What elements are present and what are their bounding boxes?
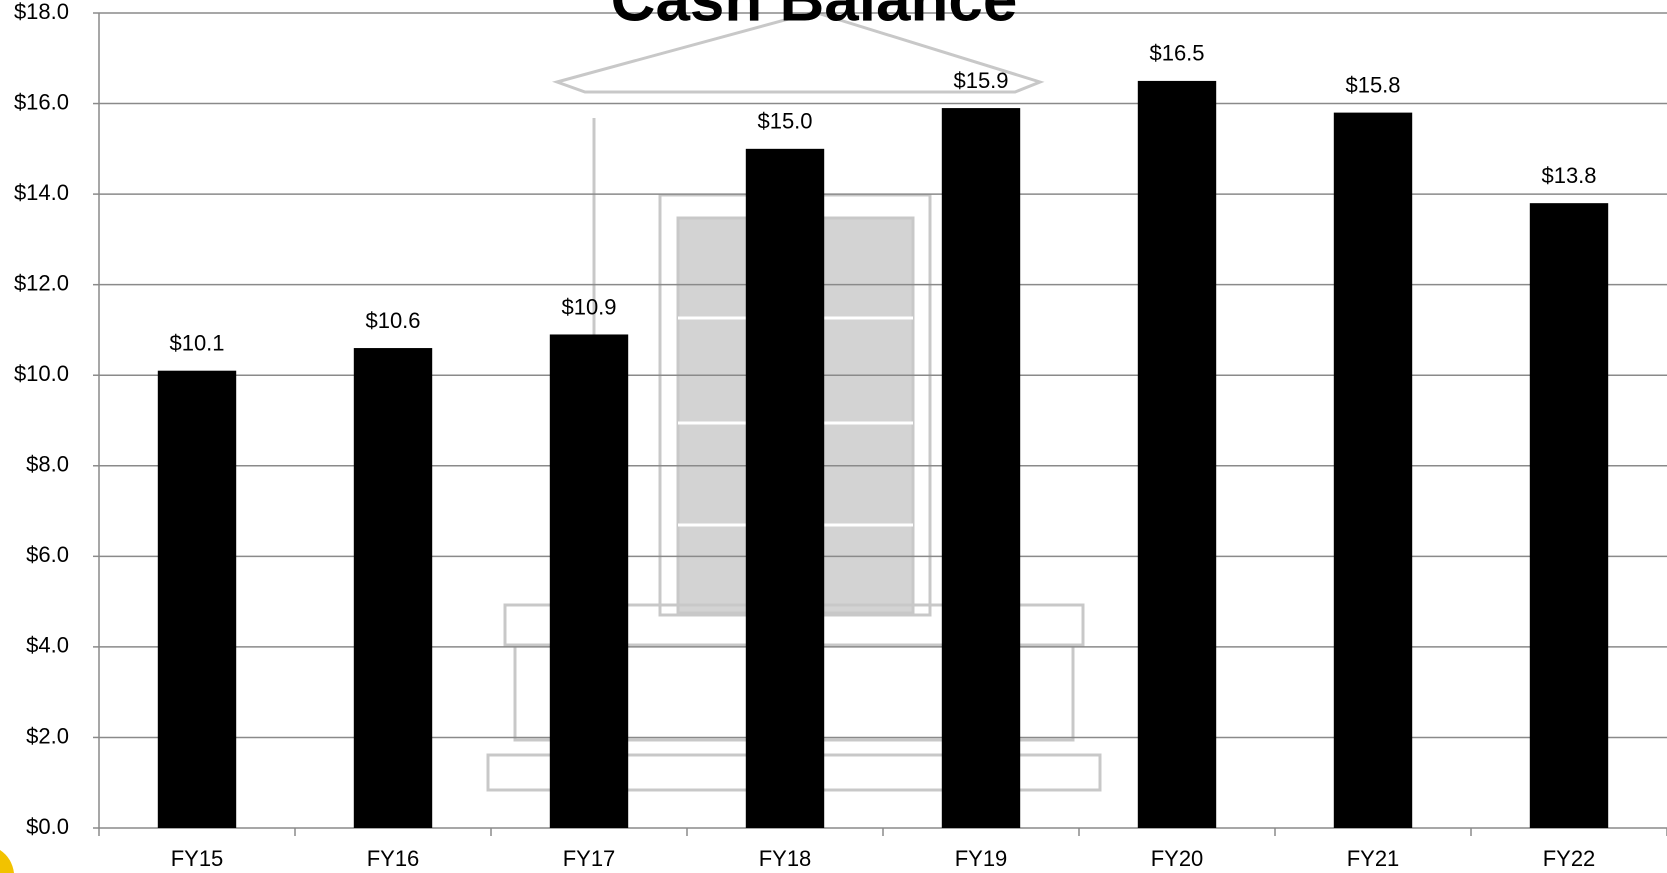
marks: FY15 $10.1 FY16 $10.6 FY17 $10.9 FY18 $15.0 FY19… <box>157 41 1609 871</box>
y-tick-label: $18.0 <box>14 0 69 24</box>
x-tick-label: FY16 <box>367 846 420 871</box>
value-label: $10.6 <box>365 308 420 333</box>
value-label: $16.5 <box>1149 41 1204 66</box>
bar <box>745 148 825 829</box>
x-tick-label: FY15 <box>171 846 224 871</box>
x-tick-label: FY21 <box>1347 846 1400 871</box>
value-label: $15.0 <box>757 109 812 134</box>
bar <box>1529 203 1609 828</box>
y-tick-label: $8.0 <box>26 452 69 477</box>
chart-title: Cash Balance <box>611 0 1018 34</box>
y-tick-label: $12.0 <box>14 270 69 295</box>
bar <box>1137 80 1217 828</box>
bar <box>157 370 237 828</box>
value-label: $15.8 <box>1345 72 1400 97</box>
bar <box>549 334 629 828</box>
value-label: $10.9 <box>561 294 616 319</box>
bar <box>941 108 1021 829</box>
bar <box>1333 112 1413 829</box>
y-tick-label: $10.0 <box>14 361 69 386</box>
bar <box>353 348 433 828</box>
x-tick-label: FY19 <box>955 846 1008 871</box>
x-tick-label: FY17 <box>563 846 616 871</box>
y-tick-label: $4.0 <box>26 633 69 658</box>
x-tick-label: FY18 <box>759 846 812 871</box>
y-tick-label: $16.0 <box>14 89 69 114</box>
value-label: $10.1 <box>169 331 224 356</box>
value-label: $13.8 <box>1541 163 1596 188</box>
y-tick-label: $14.0 <box>14 180 69 205</box>
x-tick-label: FY22 <box>1543 846 1596 871</box>
x-tick-label: FY20 <box>1151 846 1204 871</box>
y-tick-label: $6.0 <box>26 542 69 567</box>
value-label: $15.9 <box>953 68 1008 93</box>
corner-decoration <box>0 850 14 873</box>
y-tick-label: $2.0 <box>26 723 69 748</box>
y-tick-label: $0.0 <box>26 814 69 839</box>
